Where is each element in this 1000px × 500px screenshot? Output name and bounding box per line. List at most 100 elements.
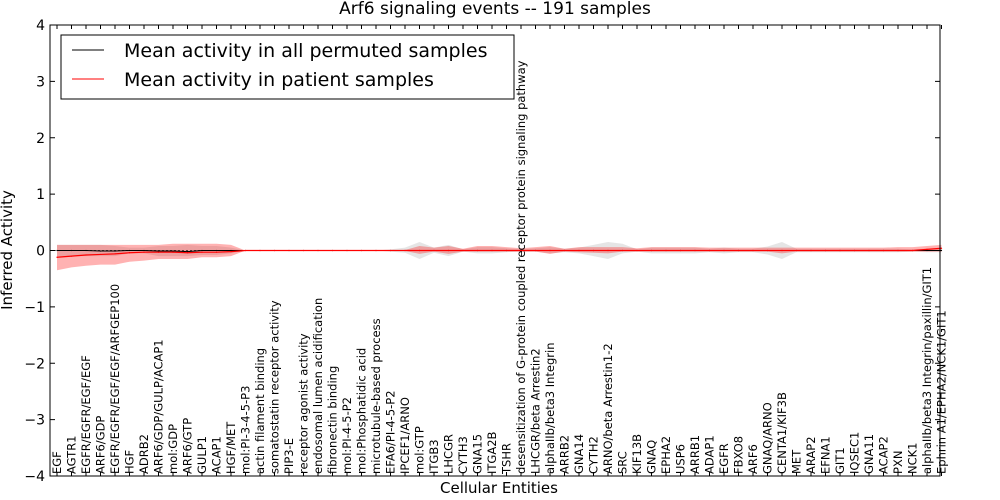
patient-mean-point bbox=[636, 249, 638, 252]
patient-mean-point bbox=[737, 249, 740, 252]
y-tick-label: 0 bbox=[36, 244, 45, 260]
x-tick-label: EGFR/EGFR/EGF/EGF bbox=[79, 355, 93, 474]
patient-mean-point bbox=[752, 249, 754, 252]
y-tick-label: −3 bbox=[24, 413, 45, 429]
permuted-mean-point bbox=[186, 251, 189, 253]
x-tick-label: LHCGR bbox=[442, 434, 456, 474]
x-tick-label: somatostatin receptor activity bbox=[268, 300, 282, 474]
patient-mean-point bbox=[534, 249, 537, 252]
x-tick-label: USP6 bbox=[674, 444, 688, 474]
x-tick-label: AGTR1 bbox=[65, 436, 79, 475]
y-tick-label: 1 bbox=[36, 187, 45, 203]
permuted-mean-point bbox=[940, 249, 943, 252]
x-tick-label: receptor agonist activity bbox=[297, 333, 311, 474]
patient-mean-point bbox=[99, 253, 102, 256]
patient-mean-point bbox=[607, 249, 609, 252]
x-tick-label: ARRB2 bbox=[558, 435, 572, 474]
x-tick-label: ARF6/GTP bbox=[181, 418, 195, 474]
permuted-mean-point bbox=[172, 250, 174, 252]
patient-mean-point bbox=[795, 249, 798, 252]
y-axis-label: Inferred Activity bbox=[0, 190, 16, 310]
plot-frame bbox=[49, 24, 941, 477]
y-tick-label: 3 bbox=[36, 74, 45, 90]
permuted-mean-point bbox=[201, 249, 203, 252]
patient-mean-line bbox=[56, 247, 942, 258]
y-tick-label: −2 bbox=[24, 356, 45, 372]
patient-mean-point bbox=[824, 249, 827, 252]
permuted-mean-point bbox=[215, 249, 218, 252]
y-tick-label: −1 bbox=[24, 300, 45, 316]
x-tick-label: fibronectin binding bbox=[326, 366, 340, 474]
x-tick-label: ARF6/GDP/GULP/ACAP1 bbox=[152, 339, 166, 474]
patient-mean-point bbox=[665, 249, 667, 252]
permuted-mean-point bbox=[85, 249, 87, 252]
patient-mean-point bbox=[447, 249, 450, 252]
patient-mean-point bbox=[418, 249, 421, 252]
patient-mean-point bbox=[128, 252, 131, 254]
patient-mean-point bbox=[549, 249, 551, 252]
patient-mean-point bbox=[911, 249, 914, 252]
patient-mean-point bbox=[476, 249, 479, 252]
patient-mean-point bbox=[259, 249, 261, 252]
x-tick-label: mol:GDP bbox=[166, 424, 180, 474]
permuted-mean-point bbox=[99, 250, 102, 252]
x-axis-label: Cellular Entities bbox=[440, 479, 558, 497]
x-tick-label: ITGB3 bbox=[427, 439, 441, 474]
patient-mean-point bbox=[578, 249, 580, 252]
x-tick-label: IPCEF1/ARNO bbox=[398, 397, 412, 474]
x-tick-label: ACAP2 bbox=[877, 436, 891, 474]
x-tick-label: CYTH2 bbox=[587, 436, 601, 474]
x-tick-label: alphaIIb/beta3 Integrin bbox=[543, 342, 557, 474]
x-tick-label: ARNO/beta Arrestin1-2 bbox=[601, 343, 615, 474]
patient-mean-point bbox=[520, 249, 522, 252]
x-tick-label: alphaIIb/beta3 Integrin/paxillin/GIT1 bbox=[920, 267, 934, 474]
x-tick-label: GNA14 bbox=[572, 434, 586, 474]
patient-mean-point bbox=[491, 249, 493, 252]
patient-mean-point bbox=[897, 249, 899, 252]
patient-mean-point bbox=[505, 249, 508, 252]
patient-mean-point bbox=[723, 249, 725, 252]
patient-mean-point bbox=[331, 249, 334, 252]
patient-mean-point bbox=[694, 249, 696, 252]
chart-title: Arf6 signaling events -- 191 samples bbox=[339, 0, 651, 19]
x-tick-label: ITGA2B bbox=[485, 431, 499, 474]
legend-frame bbox=[60, 34, 515, 100]
x-tick-label: HGF/MET bbox=[224, 421, 238, 474]
x-tick-label: EFA6/PI-4-5-P2 bbox=[384, 390, 398, 474]
x-tick-label: mol:PI-4-5-P2 bbox=[340, 397, 354, 474]
permuted-mean-point bbox=[926, 249, 928, 252]
x-tick-label: EGF bbox=[50, 451, 64, 474]
patient-mean-point bbox=[679, 249, 682, 252]
patient-mean-point bbox=[781, 249, 783, 252]
permuted-mean-point bbox=[114, 250, 116, 252]
legend-entry-patient: Mean activity in patient samples bbox=[124, 69, 434, 91]
patient-mean-point bbox=[360, 249, 363, 252]
patient-mean-point bbox=[230, 251, 232, 253]
patient-mean-point bbox=[70, 255, 73, 257]
x-tick-label: SRC bbox=[616, 451, 630, 474]
x-tick-label: endosomal lumen acidification bbox=[311, 298, 325, 474]
x-tick-label: MET bbox=[790, 449, 804, 474]
patient-mean-point bbox=[244, 249, 247, 252]
patient-mean-point bbox=[302, 249, 305, 252]
patient-mean-point bbox=[853, 249, 856, 252]
patient-mean-point bbox=[940, 247, 943, 249]
y-tick-label: −4 bbox=[24, 469, 45, 485]
x-tick-label: ARAP2 bbox=[804, 436, 818, 474]
x-tick-label: EPHA2 bbox=[659, 436, 673, 474]
patient-mean-point bbox=[462, 249, 464, 252]
patient-mean-point bbox=[56, 256, 58, 258]
x-tick-label: EGFR bbox=[717, 443, 731, 474]
x-tick-label: CENTA1/KIF3B bbox=[775, 392, 789, 474]
x-tick-label: LHCGR/beta Arrestin2 bbox=[529, 348, 543, 474]
patient-mean-point bbox=[563, 249, 566, 252]
permuted-mean-point bbox=[157, 250, 160, 252]
x-tick-label: HGF bbox=[123, 450, 137, 474]
patient-mean-point bbox=[404, 249, 406, 252]
x-tick-label: desensitization of G-protein coupled rec… bbox=[514, 60, 528, 474]
x-tick-label: PXN bbox=[891, 451, 905, 474]
patient-mean-point bbox=[172, 251, 174, 253]
patient-mean-point bbox=[810, 249, 812, 252]
x-tick-label: GNA11 bbox=[862, 434, 876, 474]
